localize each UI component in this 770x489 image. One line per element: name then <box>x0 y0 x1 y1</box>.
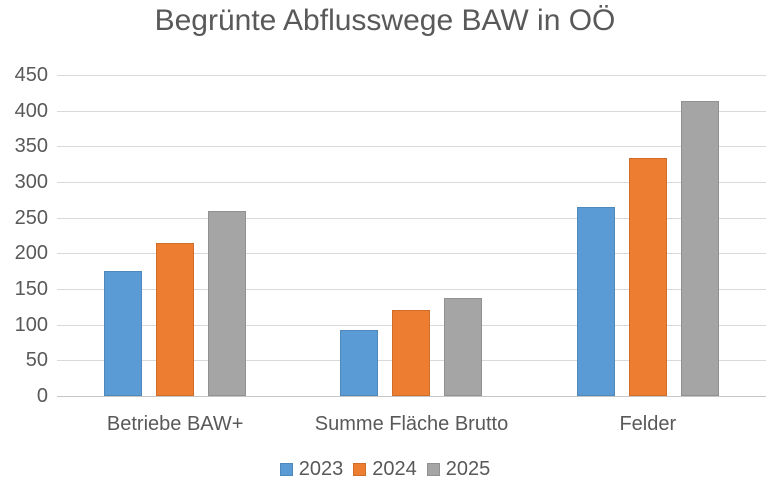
legend-item-2024: 2024 <box>353 458 417 481</box>
gridline-300 <box>57 182 766 183</box>
y-axis: 0 50 100 150 200 250 300 350 400 450 <box>0 0 48 489</box>
legend-label-2024: 2024 <box>372 458 417 480</box>
category-label-1: Betriebe BAW+ <box>106 413 244 435</box>
y-tick-label-250: 250 <box>14 206 48 229</box>
y-tick-label-450: 450 <box>14 64 48 86</box>
legend-swatch-2023 <box>279 463 293 476</box>
bar-2025-1 <box>208 210 247 396</box>
legend-label-2023: 2023 <box>298 458 344 480</box>
y-tick-label-200: 200 <box>14 242 48 265</box>
bar-2025-2 <box>444 297 483 396</box>
legend: 2023 2024 2025 <box>0 458 770 481</box>
y-tick-label-350: 350 <box>14 135 48 158</box>
plot-area <box>57 75 766 396</box>
bar-2023-1 <box>104 271 143 396</box>
x-axis-line <box>57 396 766 397</box>
legend-item-2025: 2025 <box>426 458 491 481</box>
gridline-450 <box>57 75 766 76</box>
bar-2023-3 <box>576 206 615 396</box>
gridline-150 <box>57 289 766 290</box>
y-tick-label-100: 100 <box>14 313 48 336</box>
x-axis: Betriebe BAW+ Summe Fläche Brutto Felder <box>57 413 766 436</box>
bar-2023-2 <box>340 329 379 396</box>
category-label-2: Summe Fläche Brutto <box>314 413 509 435</box>
bar-group-3 <box>530 75 766 396</box>
legend-swatch-2025 <box>426 463 440 476</box>
legend-label-2025: 2025 <box>445 458 491 480</box>
gridline-350 <box>57 146 766 148</box>
y-tick-label-0: 0 <box>36 385 48 407</box>
legend-swatch-2024 <box>353 463 367 476</box>
gridline-200 <box>57 253 766 255</box>
chart-title: Begrünte Abflusswege BAW in OÖ <box>154 4 616 37</box>
y-tick-label-50: 50 <box>25 349 48 372</box>
bar-group-2 <box>293 75 529 396</box>
bar-2024-2 <box>392 310 431 396</box>
legend-item-2023: 2023 <box>279 458 344 481</box>
category-label-3: Felder <box>619 413 677 435</box>
gridline-400 <box>57 110 766 112</box>
y-tick-label-300: 300 <box>14 171 48 193</box>
y-tick-label-150: 150 <box>14 278 48 300</box>
bar-2024-3 <box>628 157 667 396</box>
y-tick-label-400: 400 <box>14 99 48 122</box>
bar-2024-1 <box>156 242 195 396</box>
gridline-250 <box>57 217 766 219</box>
bar-group-1 <box>57 75 293 396</box>
bar-2025-3 <box>680 101 719 396</box>
